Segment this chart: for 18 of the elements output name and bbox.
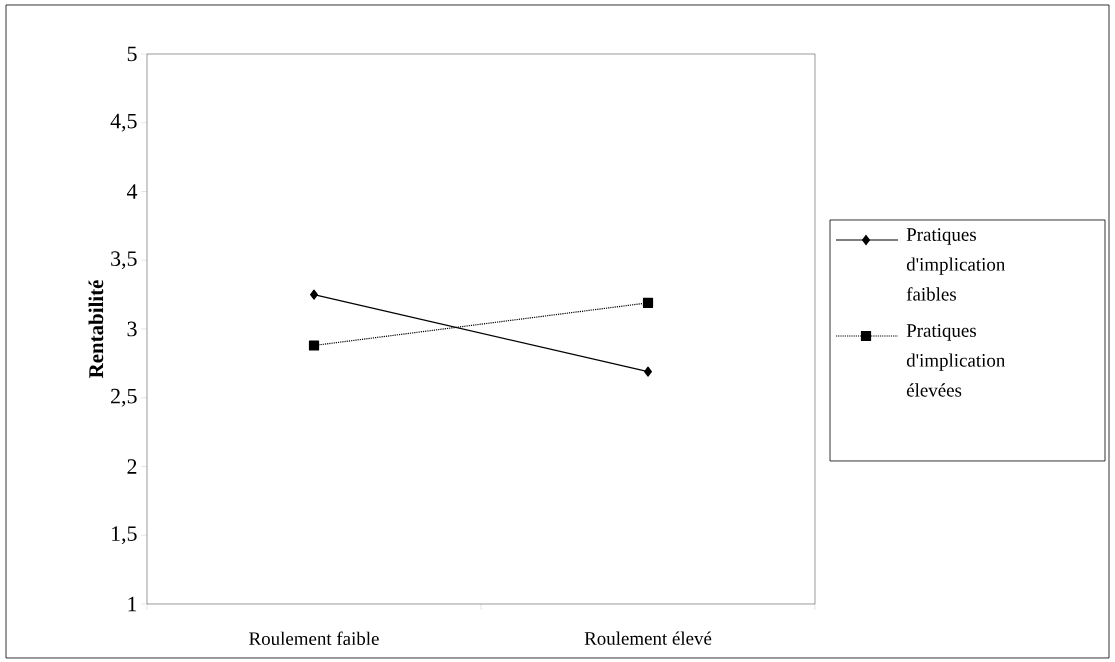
point	[308, 340, 320, 351]
legend-label: Pratiques d'implication faibles	[906, 228, 1006, 301]
y-tick-label: 5	[127, 46, 137, 62]
y-axis-title: Rentabilité	[88, 280, 104, 379]
point	[310, 289, 318, 300]
y-tick-label: 4,5	[110, 113, 137, 132]
y-tick-label: 2,5	[111, 388, 137, 407]
x-tick-label: Roulement élevé	[584, 631, 712, 645]
y-tick-label: 1	[128, 596, 137, 612]
y-tick-label: 1,5	[112, 526, 137, 545]
legend-label: Pratiques d'implication élevées	[906, 324, 1006, 397]
y-tick-label: 2	[127, 459, 137, 474]
y-tick-label: 3,5	[111, 251, 137, 270]
y-tick-label: 3	[127, 321, 137, 337]
point	[644, 366, 652, 377]
x-tick-label: Roulement faible	[249, 631, 379, 646]
point	[642, 297, 654, 308]
y-tick-label: 4	[126, 184, 138, 199]
